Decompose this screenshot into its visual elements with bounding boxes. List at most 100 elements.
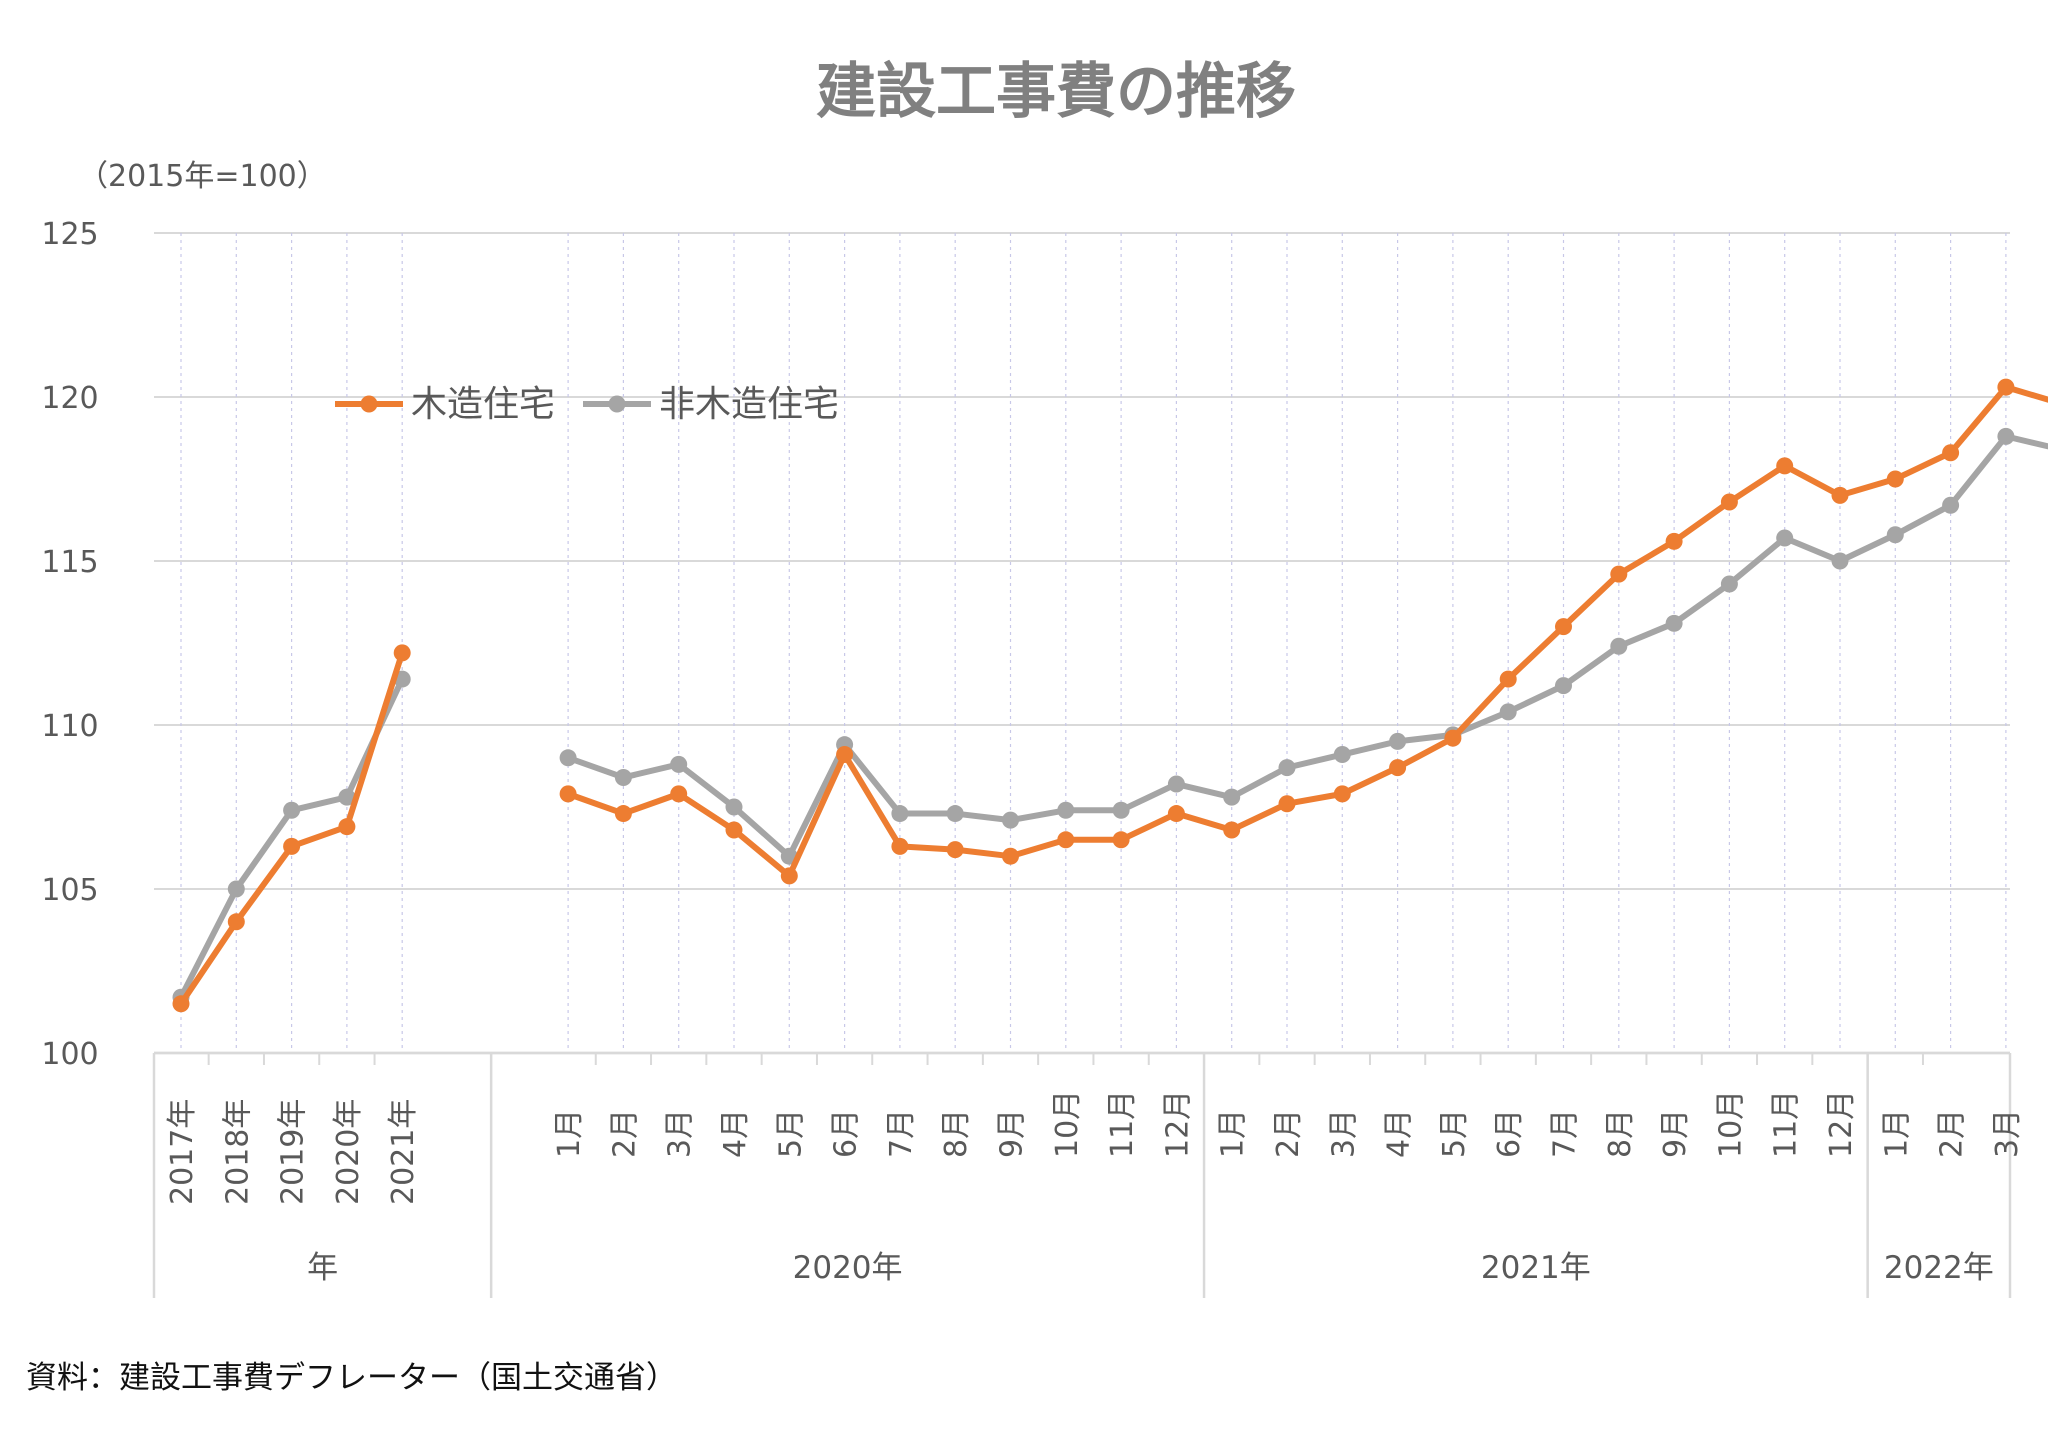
data-point — [338, 788, 356, 806]
x-tick-label: 11月 — [1105, 1090, 1140, 1158]
data-point — [670, 755, 688, 773]
data-point — [725, 798, 743, 816]
data-point — [1112, 831, 1130, 849]
x-tick-label: 2月 — [1271, 1109, 1306, 1158]
x-tick-label: 7月 — [1548, 1109, 1583, 1158]
data-point — [283, 837, 301, 855]
legend-label: 非木造住宅 — [659, 384, 839, 425]
x-tick-label: 2月 — [1935, 1109, 1970, 1158]
data-point — [1278, 759, 1296, 777]
x-tick-label: 2月 — [607, 1109, 642, 1158]
data-point — [1776, 529, 1794, 547]
y-tick-label: 125 — [41, 217, 98, 252]
x-tick-label: 2017年 — [165, 1099, 200, 1205]
data-point — [227, 913, 245, 931]
data-point — [1720, 493, 1738, 511]
x-tick-label: 6月 — [829, 1109, 864, 1158]
legend-label: 木造住宅 — [411, 384, 555, 425]
data-point — [393, 644, 411, 662]
x-tick-label: 11月 — [1769, 1090, 1804, 1158]
x-tick-label: 2018年 — [220, 1099, 255, 1205]
x-tick-label: 10月 — [1713, 1090, 1748, 1158]
x-tick-label: 4月 — [718, 1109, 753, 1158]
data-point — [891, 805, 909, 823]
x-tick-label: 9月 — [995, 1109, 1030, 1158]
y-tick-label: 120 — [41, 381, 98, 416]
x-tick-label: 7月 — [884, 1109, 919, 1158]
x-axis: 2017年 2018年 2019年 2020年 2021年 1月 2月 3月 4月 5月 6月 7月 8… — [152, 1051, 2048, 1298]
data-point — [1333, 746, 1351, 764]
x-tick-label: 1月 — [552, 1109, 587, 1158]
x-tick-label: 6月 — [1492, 1109, 1527, 1158]
data-point — [1555, 677, 1572, 695]
x-tick-label: 3月 — [663, 1109, 698, 1158]
y-axis: 100 105 110 115 120 125 — [41, 217, 98, 1072]
data-point — [1942, 496, 1960, 514]
group-label: 2022年 — [1884, 1250, 1994, 1286]
group-label: 2021年 — [1481, 1250, 1591, 1286]
data-point — [1720, 575, 1738, 593]
data-point — [1831, 552, 1849, 570]
data-point — [946, 805, 964, 823]
data-point — [283, 801, 301, 819]
data-point — [780, 867, 798, 885]
data-point — [946, 841, 964, 859]
x-tick-label: 5月 — [1437, 1109, 1472, 1158]
y-tick-label: 110 — [41, 709, 98, 744]
data-point — [1002, 811, 1019, 829]
data-point — [1555, 618, 1572, 636]
data-point — [1389, 759, 1407, 777]
x-tick-label: 1月 — [1879, 1109, 1914, 1158]
data-point — [338, 818, 356, 836]
series-layer — [172, 378, 2048, 1013]
data-point — [172, 995, 190, 1013]
x-tick-label: 2021年 — [386, 1099, 421, 1205]
x-tick-label: 5月 — [773, 1109, 808, 1158]
data-point — [614, 805, 632, 823]
x-tick-label: 8月 — [939, 1109, 974, 1158]
data-point — [891, 837, 909, 855]
data-point — [1444, 729, 1462, 747]
x-tick-label: 12月 — [1160, 1090, 1195, 1158]
gridlines — [154, 232, 2010, 1054]
x-tick-label: 12月 — [1824, 1090, 1859, 1158]
data-point — [1831, 486, 1849, 504]
data-point — [559, 785, 577, 803]
data-point — [1223, 788, 1241, 806]
data-point — [227, 880, 245, 898]
data-point — [1167, 775, 1185, 793]
y-tick-label: 115 — [41, 545, 98, 580]
x-tick-label: 10月 — [1050, 1090, 1085, 1158]
x-tick-label: 9月 — [1658, 1109, 1693, 1158]
legend-marker — [360, 395, 378, 413]
data-point — [1057, 831, 1075, 849]
legend-marker — [608, 395, 626, 413]
data-point — [1665, 532, 1683, 550]
data-point — [670, 785, 688, 803]
unit-label: （2015年=100） — [78, 159, 327, 194]
x-tick-label: 2020年 — [331, 1099, 366, 1205]
x-tick-label: 3月 — [1326, 1109, 1361, 1158]
data-point — [836, 746, 854, 764]
data-point — [1610, 637, 1628, 655]
data-point — [1942, 444, 1960, 462]
x-tick-label: 4月 — [1382, 1109, 1417, 1158]
y-tick-label: 100 — [41, 1037, 98, 1072]
x-tick-label: 3月 — [1990, 1109, 2025, 1158]
data-point — [1167, 805, 1185, 823]
data-point — [1112, 801, 1130, 819]
series-line — [565, 384, 2048, 879]
group-label: 年 — [307, 1250, 338, 1286]
group-label: 2020年 — [793, 1250, 903, 1286]
data-point — [1886, 470, 1904, 488]
data-point — [1002, 847, 1019, 865]
data-point — [725, 821, 743, 839]
x-tick-label: 4月 — [2045, 1109, 2048, 1158]
series-line — [565, 433, 2048, 860]
data-point — [1278, 795, 1296, 813]
data-point — [1223, 821, 1241, 839]
data-point — [1389, 732, 1407, 750]
x-tick-label: 8月 — [1603, 1109, 1638, 1158]
chart-title: 建設工事費の推移 — [816, 57, 1296, 127]
